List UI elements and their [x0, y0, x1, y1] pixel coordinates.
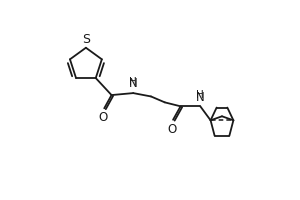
- Text: N: N: [196, 91, 205, 104]
- Text: H: H: [196, 90, 204, 100]
- Text: H: H: [129, 77, 137, 87]
- Text: S: S: [82, 33, 90, 46]
- Text: O: O: [99, 111, 108, 124]
- Text: O: O: [167, 123, 176, 136]
- Text: N: N: [129, 77, 138, 90]
